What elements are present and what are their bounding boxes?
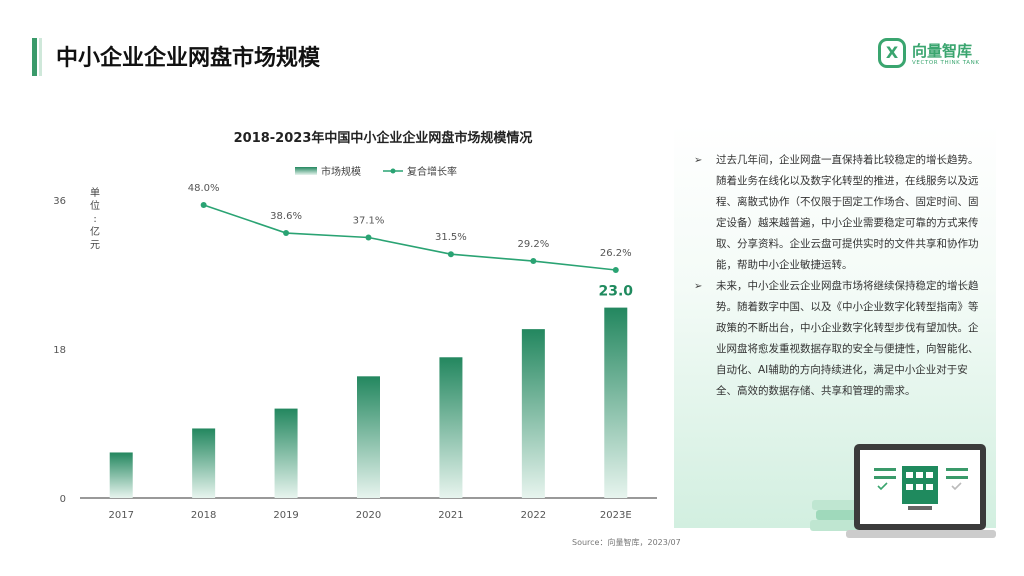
y-axis-label-char: 位 xyxy=(90,199,100,212)
growth-rate-label: 48.0% xyxy=(188,183,220,194)
bar-2021 xyxy=(439,357,463,498)
laptop-icon xyxy=(846,444,996,538)
y-axis-label: 单位:亿元 xyxy=(90,187,100,251)
logo-subtitle: VECTOR THINK TANK xyxy=(912,60,980,66)
insight-bullet: ➢ 未来，中小企业云企业网盘市场将继续保持稳定的增长趋势。随着数字中国、以及《中… xyxy=(694,276,982,402)
growth-rate-label: 37.1% xyxy=(353,216,385,227)
bar-series xyxy=(109,307,628,498)
title-accent-bar-light xyxy=(39,38,42,76)
growth-rate-labels: 48.0% 38.6% 37.1% 31.5% 29.2% 26.2% xyxy=(188,183,632,259)
y-axis-label-char: 元 xyxy=(90,240,100,251)
y-axis-label-char: : xyxy=(93,214,96,225)
bar-value-labels: 23.0 xyxy=(599,284,634,300)
x-tick-label: 2023E xyxy=(600,510,632,521)
growth-rate-label: 31.5% xyxy=(435,232,467,243)
growth-rate-point xyxy=(200,202,207,208)
legend-bar-swatch xyxy=(295,167,317,175)
insight-bullets: ➢ 过去几年间，企业网盘一直保持着比较稳定的增长趋势。随着业务在线化以及数字化转… xyxy=(694,150,982,402)
bar-2019 xyxy=(274,408,298,498)
bar-2018 xyxy=(192,428,216,498)
growth-rate-point xyxy=(447,251,454,258)
growth-rate-point xyxy=(530,258,537,265)
insight-bullet: ➢ 过去几年间，企业网盘一直保持着比较稳定的增长趋势。随着业务在线化以及数字化转… xyxy=(694,150,982,276)
brand-logo: X 向量智库 VECTOR THINK TANK xyxy=(878,38,988,74)
y-axis-label-char: 单 xyxy=(90,187,100,199)
growth-rate-label: 38.6% xyxy=(270,211,302,222)
legend-bar-label: 市场规模 xyxy=(321,165,361,178)
bar-value-label: 23.0 xyxy=(599,284,634,300)
x-tick-label: 2019 xyxy=(273,510,298,521)
logo-name: 向量智库 xyxy=(912,42,973,60)
insight-bullet-text: 过去几年间，企业网盘一直保持着比较稳定的增长趋势。随着业务在线化以及数字化转型的… xyxy=(716,154,979,271)
insight-bullet-text: 未来，中小企业云企业网盘市场将继续保持稳定的增长趋势。随着数字中国、以及《中小企… xyxy=(716,280,979,397)
bullet-arrow-icon: ➢ xyxy=(694,155,703,166)
growth-rate-point xyxy=(365,234,372,241)
legend-line-label: 复合增长率 xyxy=(407,165,457,178)
bar-2022 xyxy=(521,329,545,498)
page-title: 中小企业企业网盘市场规模 xyxy=(56,46,321,71)
market-size-chart: 2018-2023年中国中小企业企业网盘市场规模情况 市场规模 复合增长率 单位… xyxy=(53,130,657,521)
growth-rate-line xyxy=(203,204,616,271)
x-tick-label: 2017 xyxy=(108,510,133,521)
growth-rate-points xyxy=(200,202,619,273)
bar-2023E xyxy=(604,307,628,498)
source-note: Source：向量智库，2023/07 xyxy=(572,538,681,547)
growth-rate-label: 26.2% xyxy=(600,248,632,259)
x-tick-label: 2021 xyxy=(438,510,463,521)
x-tick-label: 2018 xyxy=(191,510,216,521)
y-tick-label: 36 xyxy=(53,196,66,207)
growth-rate-label: 29.2% xyxy=(517,239,549,250)
legend-line-marker xyxy=(390,168,396,174)
y-axis-label-char: 亿 xyxy=(90,225,100,238)
chart-title: 2018-2023年中国中小企业企业网盘市场规模情况 xyxy=(234,130,533,146)
chart-legend: 市场规模 复合增长率 xyxy=(295,165,457,178)
x-tick-label: 2022 xyxy=(521,510,546,521)
bullet-arrow-icon: ➢ xyxy=(694,281,703,292)
growth-rate-point xyxy=(283,230,290,237)
y-axis-ticks: 0 18 36 xyxy=(53,196,66,505)
x-tick-label: 2020 xyxy=(356,510,381,521)
title-accent-bar xyxy=(32,38,37,76)
y-tick-label: 18 xyxy=(53,345,66,356)
laptop-illustration xyxy=(810,444,996,538)
growth-rate-point xyxy=(612,267,619,273)
y-tick-label: 0 xyxy=(60,494,66,505)
logo-mark-icon: X xyxy=(878,38,906,68)
x-axis-ticks: 2017 2018 2019 2020 2021 2022 2023E xyxy=(108,510,631,521)
bar-2020 xyxy=(357,376,380,498)
bar-2017 xyxy=(109,452,133,498)
